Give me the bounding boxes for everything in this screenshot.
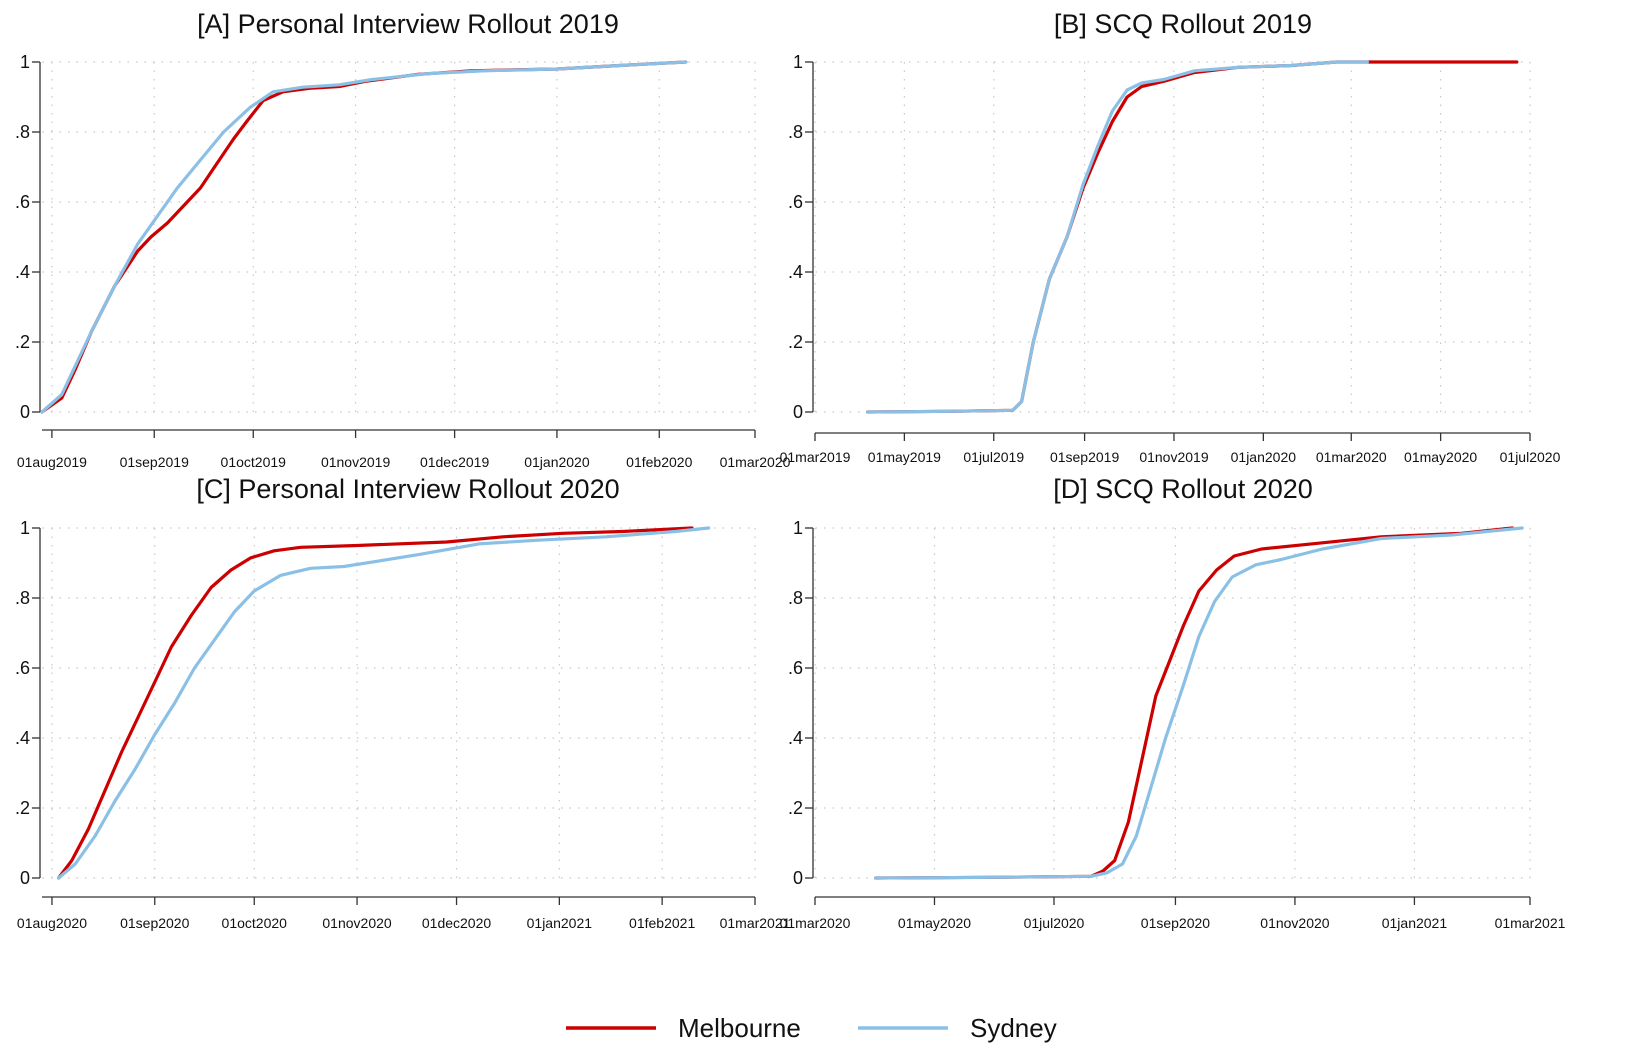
series-line-sydney — [866, 60, 1370, 414]
panel-b: [B] SCQ Rollout 2019 0 .2 .4 .6 .8 1 01mar2019 0… — [780, 9, 1561, 465]
x-tick-label: 01may2019 — [868, 449, 941, 465]
y-tick-label: .6 — [15, 192, 30, 212]
panel-title: [B] SCQ Rollout 2019 — [1054, 9, 1312, 39]
panel-c: [C] Personal Interview Rollout 2020 0 .2 .4… — [15, 474, 791, 931]
series-line-melbourne — [56, 526, 694, 880]
legend: Melbourne Sydney — [566, 1013, 1057, 1043]
x-tick-label: 01mar2020 — [780, 915, 851, 931]
x-tick-label: 01oct2019 — [221, 454, 287, 470]
x-tick-label: 01jul2020 — [1500, 449, 1561, 465]
y-tick-label: .8 — [788, 122, 803, 142]
series-line-sydney — [40, 60, 688, 414]
x-tick-label: 01mar2020 — [720, 454, 791, 470]
x-tick-label: 01jul2019 — [963, 449, 1024, 465]
y-tick-label: .4 — [15, 728, 30, 748]
y-tick-label: .4 — [788, 262, 803, 282]
y-tick-label: .6 — [788, 192, 803, 212]
x-tick-label: 01sep2019 — [1050, 449, 1120, 465]
y-tick-label: 0 — [793, 402, 803, 422]
y-tick-label: 1 — [20, 52, 30, 72]
x-tick-label: 01aug2020 — [17, 915, 87, 931]
y-tick-label: .4 — [788, 728, 803, 748]
x-tick-label: 01nov2019 — [321, 454, 391, 470]
panel-title: [D] SCQ Rollout 2020 — [1053, 474, 1313, 504]
panel-title: [C] Personal Interview Rollout 2020 — [196, 474, 619, 504]
y-tick-label: .6 — [788, 658, 803, 678]
y-tick-label: .4 — [15, 262, 30, 282]
x-tick-label: 01dec2019 — [420, 454, 490, 470]
x-tick-label: 01jan2021 — [527, 915, 593, 931]
y-tick-label: .2 — [788, 798, 803, 818]
legend-label-melbourne: Melbourne — [678, 1013, 801, 1043]
panel-d: [D] SCQ Rollout 2020 0 .2 .4 .6 .8 1 01mar2020 0… — [780, 474, 1566, 931]
x-tick-label: 01sep2020 — [120, 915, 190, 931]
y-tick-label: 0 — [793, 868, 803, 888]
y-tick-label: 1 — [20, 518, 30, 538]
legend-label-sydney: Sydney — [970, 1013, 1057, 1043]
series-line-melbourne — [874, 526, 1515, 880]
series-line-sydney — [56, 526, 711, 880]
x-tick-label: 01mar2019 — [780, 449, 851, 465]
x-tick-label: 01sep2019 — [120, 454, 190, 470]
y-tick-label: 1 — [793, 52, 803, 72]
y-tick-label: .2 — [15, 332, 30, 352]
x-tick-label: 01may2020 — [1404, 449, 1477, 465]
x-tick-label: 01aug2019 — [17, 454, 87, 470]
x-tick-label: 01jul2020 — [1024, 915, 1085, 931]
y-tick-label: .6 — [15, 658, 30, 678]
x-tick-label: 01mar2021 — [1495, 915, 1566, 931]
y-tick-label: 1 — [793, 518, 803, 538]
panel-title: [A] Personal Interview Rollout 2019 — [197, 9, 619, 39]
x-tick-label: 01jan2021 — [1382, 915, 1448, 931]
x-tick-label: 01jan2020 — [524, 454, 590, 470]
x-tick-label: 01mar2020 — [1316, 449, 1387, 465]
x-tick-label: 01may2020 — [898, 915, 971, 931]
x-tick-label: 01nov2020 — [1260, 915, 1330, 931]
series-line-sydney — [874, 526, 1524, 880]
x-tick-label: 01sep2020 — [1141, 915, 1211, 931]
y-tick-label: .2 — [788, 332, 803, 352]
x-tick-label: 01dec2020 — [422, 915, 492, 931]
y-tick-label: .2 — [15, 798, 30, 818]
x-tick-label: 01feb2020 — [626, 454, 692, 470]
panel-a: [A] Personal Interview Rollout 2019 0 .2 .4… — [15, 9, 791, 470]
series-line-melbourne — [40, 60, 688, 414]
x-tick-label: 01jan2020 — [1231, 449, 1297, 465]
y-tick-label: 0 — [20, 868, 30, 888]
series-line-melbourne — [866, 60, 1519, 414]
x-tick-label: 01feb2021 — [629, 915, 695, 931]
x-tick-label: 01mar2021 — [720, 915, 791, 931]
x-tick-label: 01nov2019 — [1139, 449, 1209, 465]
y-tick-label: .8 — [788, 588, 803, 608]
y-tick-label: .8 — [15, 122, 30, 142]
x-tick-label: 01oct2020 — [222, 915, 288, 931]
y-tick-label: .8 — [15, 588, 30, 608]
y-tick-label: 0 — [20, 402, 30, 422]
x-tick-label: 01nov2020 — [322, 915, 392, 931]
